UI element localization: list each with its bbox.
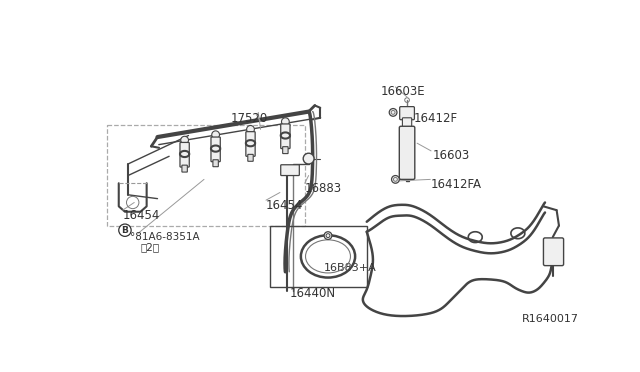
FancyBboxPatch shape	[281, 165, 300, 176]
Text: R1640017: R1640017	[522, 314, 579, 324]
Circle shape	[282, 118, 289, 125]
Circle shape	[392, 176, 399, 183]
Circle shape	[180, 136, 189, 144]
Circle shape	[389, 109, 397, 116]
FancyBboxPatch shape	[543, 238, 564, 266]
Circle shape	[246, 125, 254, 133]
FancyBboxPatch shape	[246, 132, 255, 156]
FancyBboxPatch shape	[180, 142, 189, 167]
Text: 17520: 17520	[231, 112, 268, 125]
FancyBboxPatch shape	[182, 165, 188, 172]
Bar	[270, 225, 367, 287]
Bar	[107, 125, 305, 225]
FancyBboxPatch shape	[400, 107, 415, 120]
FancyBboxPatch shape	[211, 137, 220, 162]
Text: °81A6-8351A: °81A6-8351A	[131, 232, 200, 242]
Text: 16412FA: 16412FA	[430, 178, 481, 191]
Circle shape	[324, 232, 332, 240]
FancyBboxPatch shape	[248, 154, 253, 161]
Text: 16603: 16603	[433, 148, 470, 161]
FancyBboxPatch shape	[403, 118, 412, 127]
Text: 16454: 16454	[266, 199, 303, 212]
FancyBboxPatch shape	[213, 160, 218, 167]
FancyBboxPatch shape	[283, 147, 288, 154]
Text: B: B	[122, 226, 129, 235]
Circle shape	[212, 131, 220, 139]
FancyBboxPatch shape	[281, 124, 290, 148]
Text: 16603E: 16603E	[381, 85, 426, 98]
Text: （2）: （2）	[140, 242, 159, 252]
Circle shape	[303, 153, 314, 164]
FancyBboxPatch shape	[399, 126, 415, 179]
Text: 16440N: 16440N	[289, 287, 335, 300]
Text: 16412F: 16412F	[413, 112, 458, 125]
Text: 16B83+A: 16B83+A	[324, 263, 377, 273]
Text: 16883: 16883	[305, 182, 342, 195]
Text: 16454: 16454	[123, 209, 160, 222]
